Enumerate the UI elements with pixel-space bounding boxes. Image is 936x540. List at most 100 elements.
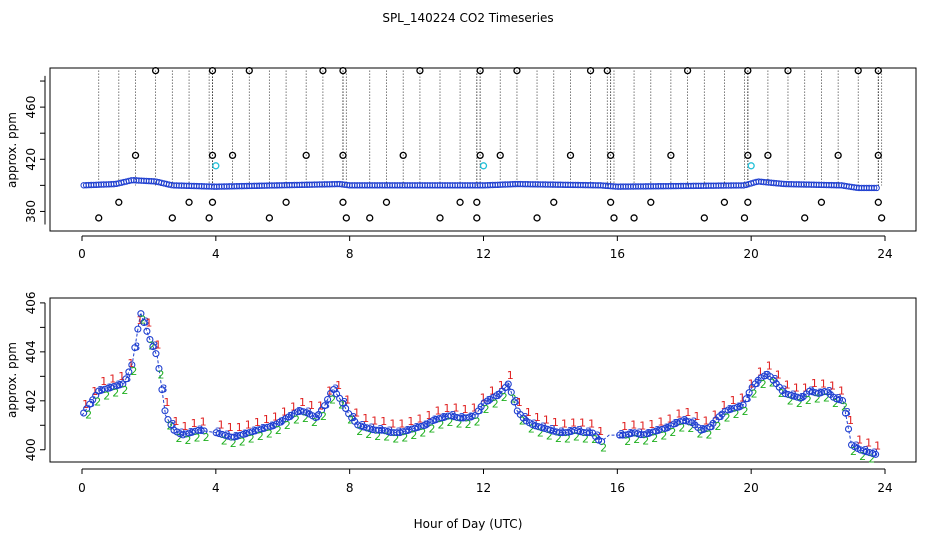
point-label: 3 [745,392,752,405]
cyan-point [747,162,755,170]
point-label: 2 [474,415,481,428]
top-plot-frame [49,67,917,232]
point-label: 3 [736,400,743,413]
point-label: 2 [85,409,92,422]
series-point [869,449,877,458]
point-label: 1 [498,379,505,392]
point-label: 2 [724,411,731,424]
flagged-point [740,214,749,222]
point-label: 2 [537,427,544,440]
blue-point [873,184,880,192]
bottom-y-label: approx. ppm [5,342,19,418]
point-label: 1 [621,420,628,433]
point-label: 3 [97,384,104,397]
point-label: 3 [215,426,222,439]
point-label: 2 [642,435,649,448]
series-point [122,375,130,383]
point-label: 3 [585,426,592,439]
flagged-point [151,66,160,75]
point-label: 1 [344,393,351,406]
point-label: 2 [419,426,426,439]
flagged-point [339,198,347,206]
point-label: 1 [534,411,541,424]
point-label: 2 [248,433,255,446]
point-label: 3 [763,369,770,382]
point-label: 3 [853,440,860,453]
point-label: 3 [799,391,806,404]
point-label: 1 [453,402,460,415]
flagged-point [586,66,595,75]
point-label: 2 [203,431,210,444]
series-point [685,418,693,426]
point-label: 1 [657,415,664,428]
point-label: 1 [543,413,550,426]
top-x-tick-label: 0 [78,247,86,261]
flagged-point [801,214,809,222]
point-label: 1 [218,419,225,432]
point-label: 1 [675,408,682,421]
point-label: 3 [413,421,420,434]
point-label: 2 [221,434,228,447]
point-label: 3 [522,411,529,424]
point-label: 2 [706,428,713,441]
flagged-point [473,198,481,206]
point-label: 2 [823,392,830,405]
point-label: 1 [597,425,604,438]
point-label: 3 [260,422,267,435]
point-label: 2 [751,387,758,400]
point-label: 2 [266,427,273,440]
series-point [164,416,172,424]
point-label: 1 [784,379,791,392]
bottom-y-tick-label: 404 [24,340,38,363]
point-label: 1 [163,396,170,409]
flagged-point [339,151,347,160]
top-x-tick-label: 8 [346,247,354,261]
flagged-point [874,66,882,75]
flagged-point [496,151,504,160]
point-label: 1 [308,399,315,412]
point-label: 2 [166,420,173,433]
point-label: 1 [182,420,189,433]
flagged-point [603,66,611,75]
point-label: 2 [157,368,164,381]
point-label: 2 [651,432,658,445]
point-label: 1 [471,401,478,414]
point-label: 1 [829,380,836,393]
point-label: 2 [257,430,264,443]
point-label: 1 [702,414,709,427]
top-x-axis: 0 4 8 12 16 20 24 [78,235,893,261]
series-point [835,396,844,404]
top-marks [80,66,886,222]
point-label: 1 [290,400,297,413]
point-label: 3 [781,384,788,397]
series-point [504,380,512,388]
point-label: 3 [197,423,204,436]
point-label: 3 [296,405,303,418]
point-label: 1 [525,406,532,419]
flagged-point [606,198,615,206]
point-label: 3 [341,396,348,409]
point-label: 1 [100,375,107,388]
point-label: 3 [699,423,706,436]
point-label: 1 [272,411,279,424]
point-label: 3 [142,315,149,328]
flagged-point [131,151,140,160]
series-point [299,408,308,416]
series-point [820,388,828,396]
flagged-point [319,66,327,75]
point-label: 3 [368,422,375,435]
point-label: 2 [374,430,381,443]
point-label: 3 [558,426,565,439]
point-label: 3 [422,419,429,432]
point-label: 1 [666,413,673,426]
point-label: 1 [154,339,161,352]
point-label: 1 [173,415,180,428]
point-label: 1 [118,370,125,383]
top-y-tick-label: 420 [24,148,38,171]
point-label: 3 [549,423,556,436]
point-label: 2 [176,432,183,445]
point-label: 1 [227,421,234,434]
point-label: 2 [230,437,237,450]
series-point [342,404,350,412]
bottom-x-tick-label: 0 [78,481,86,495]
